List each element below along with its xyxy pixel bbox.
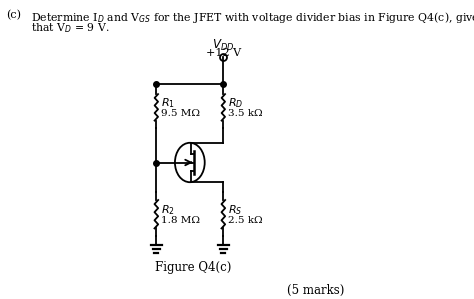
Text: 2.5 kΩ: 2.5 kΩ (228, 216, 263, 225)
Text: Determine I$_D$ and V$_{GS}$ for the JFET with voltage divider bias in Figure Q4: Determine I$_D$ and V$_{GS}$ for the JFE… (31, 10, 474, 25)
Text: $R_2$: $R_2$ (161, 203, 174, 217)
Text: $V_{DD}$: $V_{DD}$ (212, 37, 235, 53)
Text: $R_S$: $R_S$ (228, 203, 242, 217)
Text: (c): (c) (6, 10, 21, 20)
Text: 1.8 MΩ: 1.8 MΩ (161, 216, 200, 225)
Text: 9.5 MΩ: 9.5 MΩ (161, 109, 200, 118)
Text: Figure Q4(c): Figure Q4(c) (155, 261, 232, 274)
Text: +12 V: +12 V (206, 48, 241, 58)
Text: $R_1$: $R_1$ (161, 97, 175, 110)
Text: $R_D$: $R_D$ (228, 97, 243, 110)
Text: that V$_D$ = 9 V.: that V$_D$ = 9 V. (31, 22, 109, 36)
Text: 3.5 kΩ: 3.5 kΩ (228, 109, 263, 118)
Text: (5 marks): (5 marks) (287, 284, 344, 297)
